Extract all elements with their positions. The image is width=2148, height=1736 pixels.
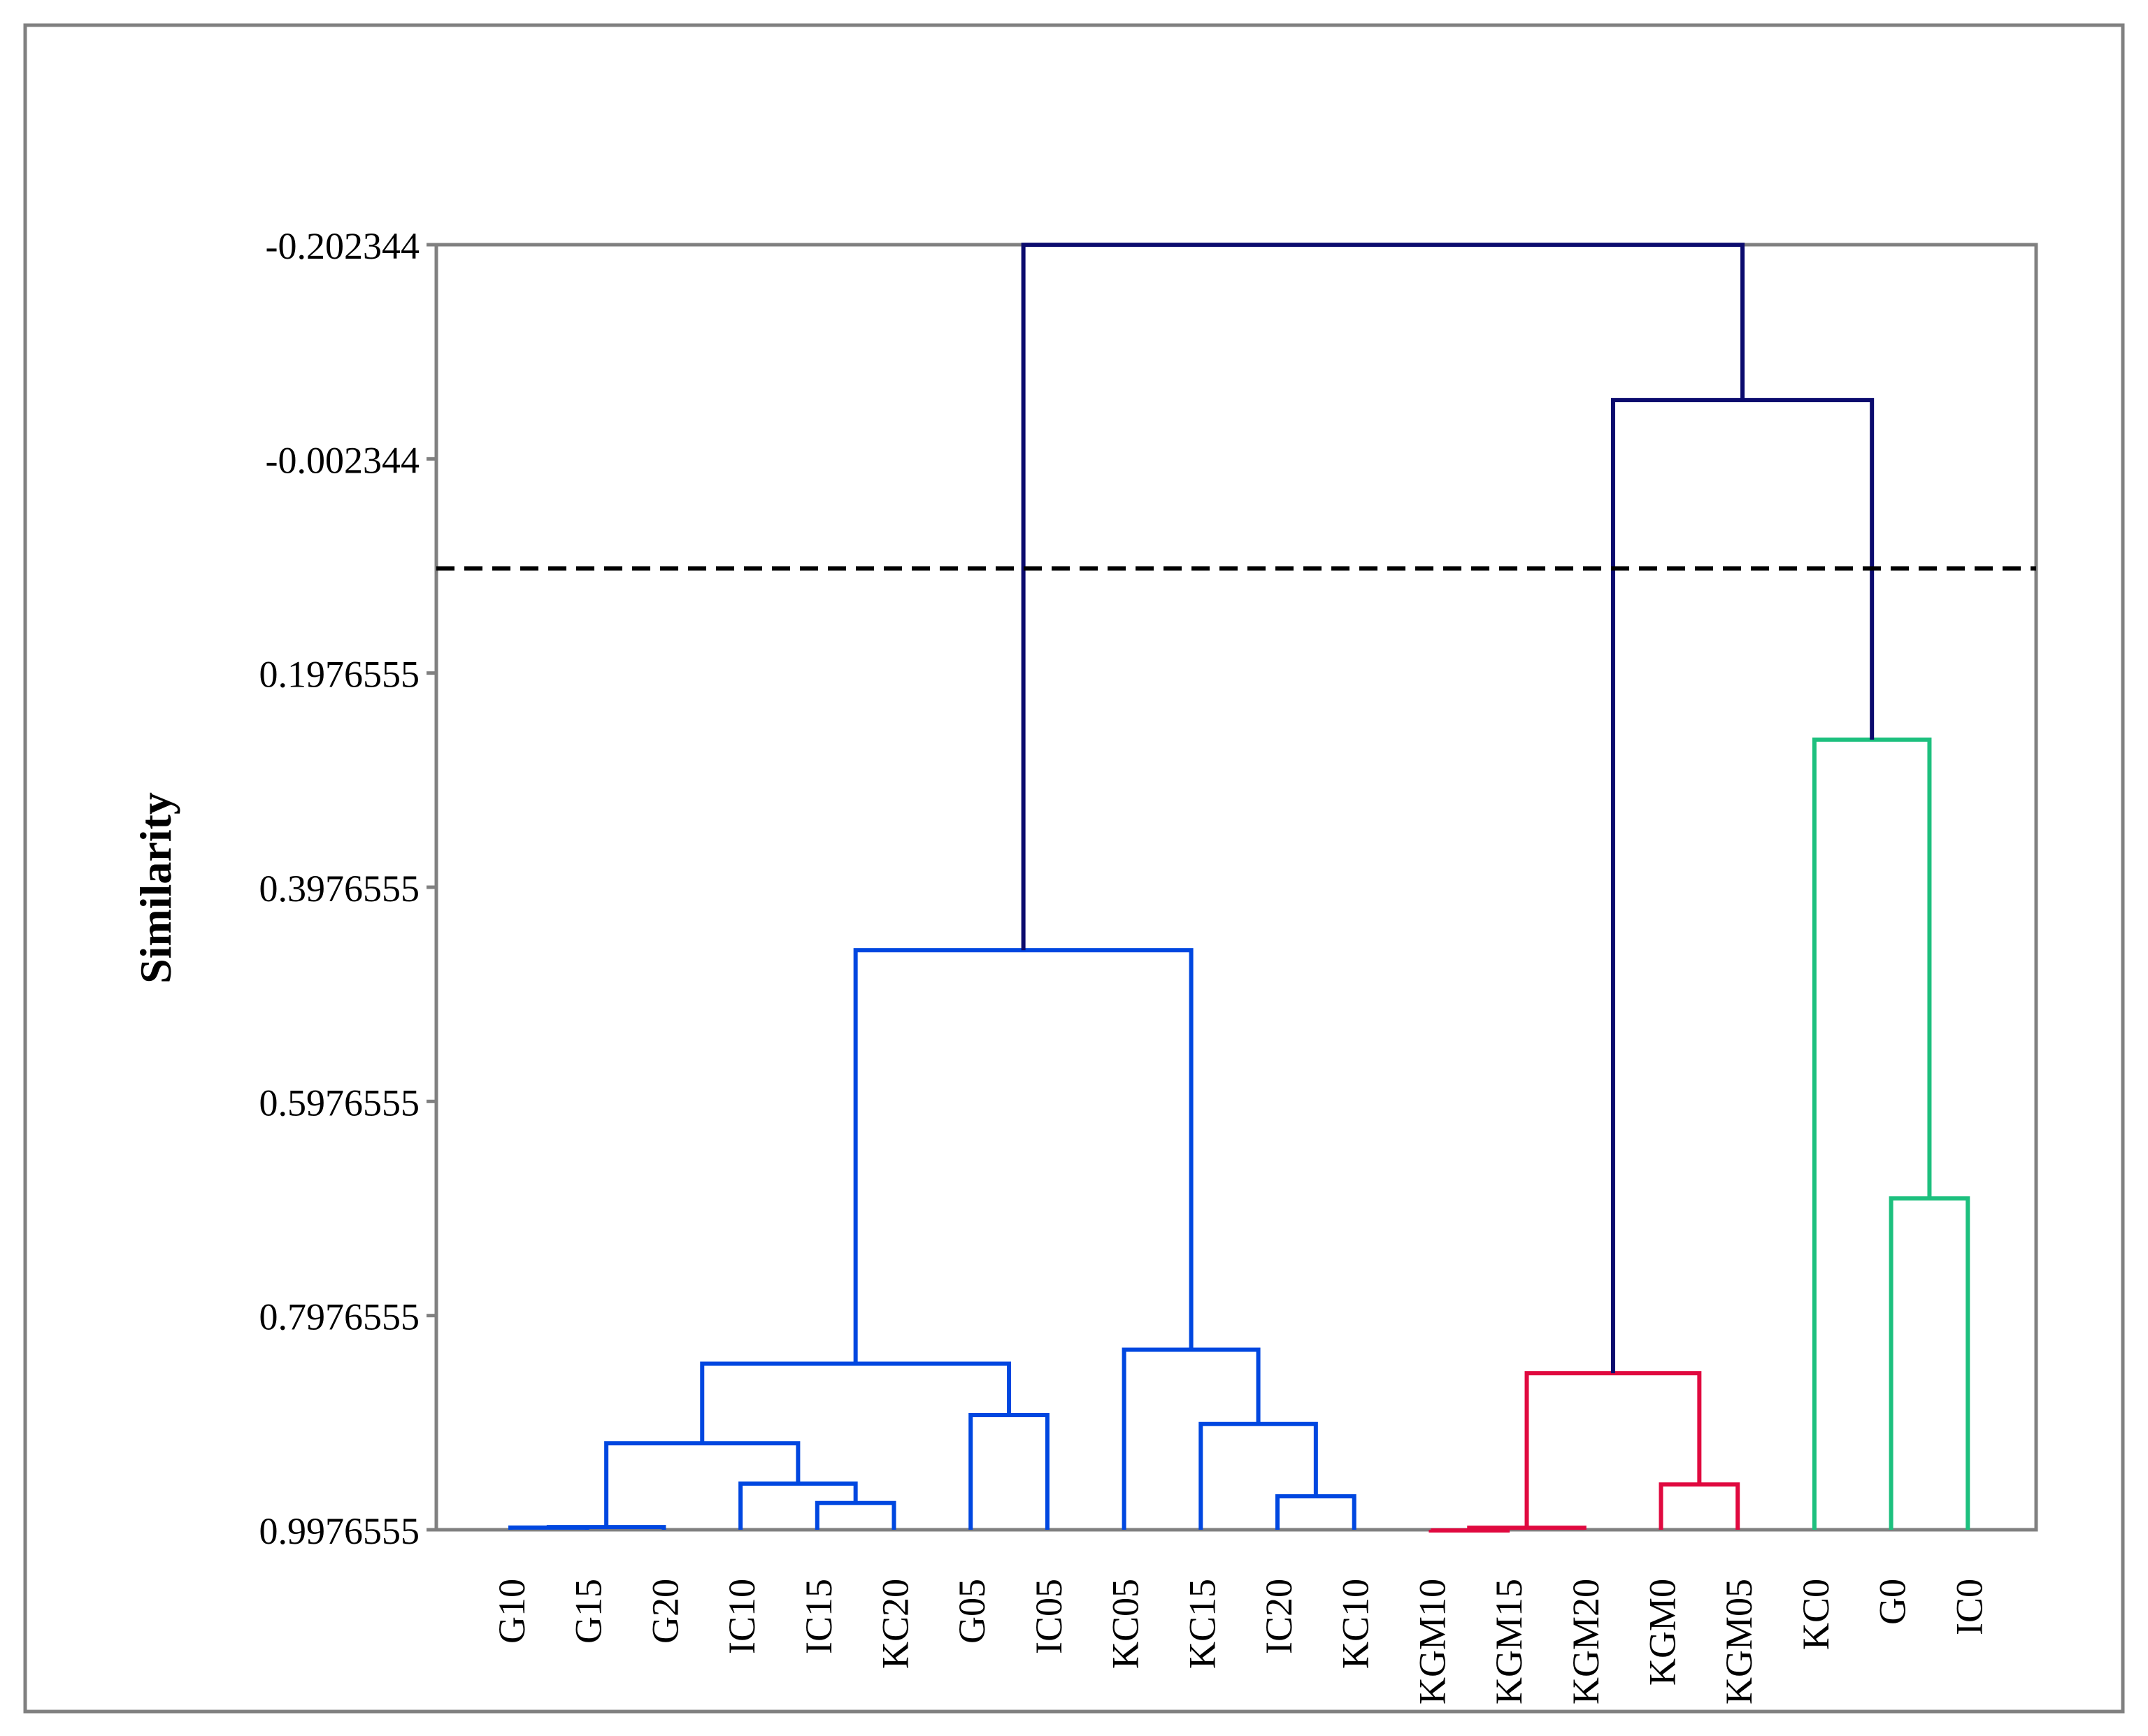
- merge-link-14: [1524, 1371, 1702, 1528]
- leaf-label-g20: G20: [644, 1579, 686, 1644]
- leaf-label-ic15: IC15: [798, 1579, 840, 1654]
- merge-link-13: [1659, 1482, 1740, 1530]
- leaf-label-ic10: IC10: [721, 1579, 763, 1654]
- leaf-label-g0: G0: [1872, 1579, 1914, 1625]
- leaf-label-kgm10: KGM10: [1411, 1579, 1453, 1705]
- y-axis-title: Similarity: [131, 792, 180, 984]
- merge-link-6: [700, 1361, 1012, 1444]
- merge-link-5: [968, 1413, 1050, 1530]
- leaf-label-ic0: IC0: [1948, 1579, 1990, 1635]
- y-tick-label: 0.3976555: [259, 868, 420, 910]
- leaf-label-ic05: IC05: [1028, 1579, 1070, 1654]
- leaf-label-kgm15: KGM15: [1488, 1579, 1530, 1705]
- leaf-label-kc15: KC15: [1181, 1579, 1223, 1669]
- y-tick-label: 0.5976555: [259, 1082, 420, 1124]
- y-tick-label: 0.9976555: [259, 1510, 420, 1552]
- y-tick-label: 0.7976555: [259, 1296, 420, 1338]
- leaf-label-kgm20: KGM20: [1565, 1579, 1607, 1705]
- leaf-label-kc10: KC10: [1335, 1579, 1377, 1669]
- y-tick-label: 0.1976555: [259, 654, 420, 696]
- merge-link-2: [815, 1500, 896, 1530]
- y-tick-label: -0.202344: [266, 225, 420, 267]
- merge-link-4: [604, 1441, 801, 1528]
- leaf-labels: G10 G15 G20 IC10 IC15 KC20 G05 IC05 KC05 KC15 IC20…: [491, 1579, 1990, 1705]
- plot-area: [434, 243, 2038, 1532]
- dendrogram-links: [508, 243, 1970, 1533]
- merge-link-12: [1467, 1526, 1587, 1530]
- merge-link-18: [1021, 243, 1745, 951]
- leaf-label-g15: G15: [568, 1579, 610, 1644]
- leaf-label-kc20: KC20: [875, 1579, 917, 1669]
- leaf-label-g10: G10: [491, 1579, 533, 1644]
- y-tick-label: -0.002344: [266, 439, 420, 481]
- leaf-label-ic20: IC20: [1258, 1579, 1300, 1654]
- merge-link-1: [546, 1525, 666, 1530]
- leaf-label-kc0: KC0: [1795, 1579, 1837, 1650]
- leaf-label-kc05: KC05: [1105, 1579, 1147, 1669]
- leaf-label-kgm05: KGM05: [1718, 1579, 1760, 1705]
- merge-link-10: [853, 948, 1194, 1364]
- leaf-label-kgm0: KGM0: [1642, 1579, 1684, 1686]
- merge-link-8: [1198, 1421, 1318, 1530]
- merge-link-7: [1275, 1494, 1356, 1530]
- leaf-label-g05: G05: [951, 1579, 993, 1644]
- y-axis: -0.202344 -0.002344 0.1976555 0.3976555 0.59…: [259, 225, 436, 1552]
